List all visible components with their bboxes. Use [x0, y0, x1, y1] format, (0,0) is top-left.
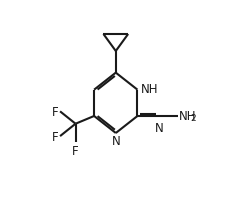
- Text: F: F: [72, 144, 79, 157]
- Text: F: F: [52, 130, 59, 143]
- Text: NH: NH: [141, 83, 159, 96]
- Text: N: N: [111, 134, 120, 147]
- Text: 2: 2: [191, 114, 196, 123]
- Text: NH: NH: [179, 110, 197, 123]
- Text: N: N: [155, 122, 164, 135]
- Text: F: F: [52, 105, 59, 118]
